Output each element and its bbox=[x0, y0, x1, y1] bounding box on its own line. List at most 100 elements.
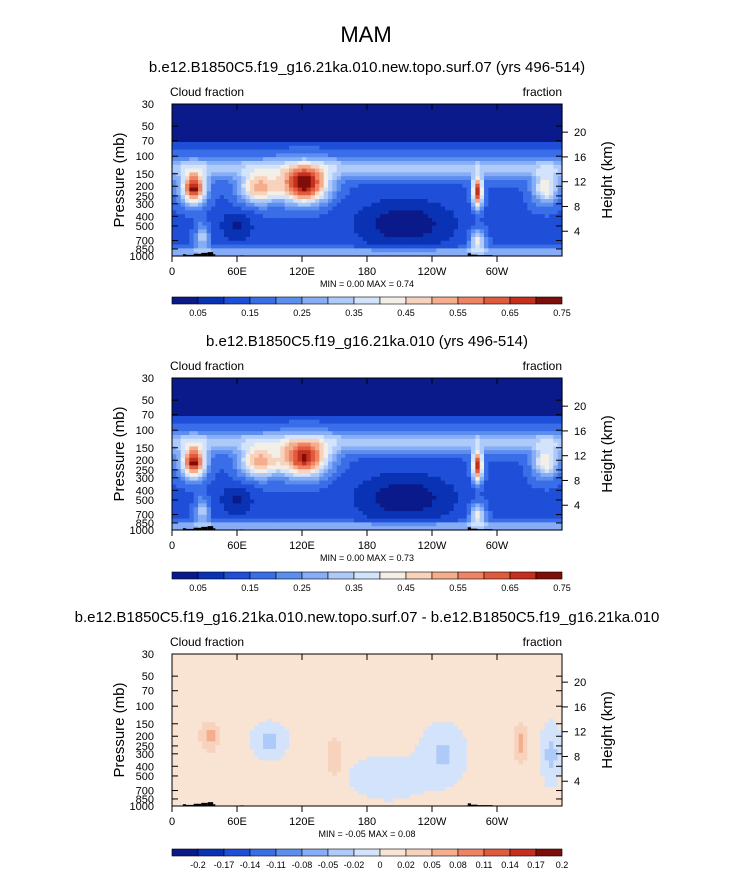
contour-cell bbox=[319, 427, 325, 432]
contour-cell bbox=[241, 145, 247, 151]
contour-cell bbox=[479, 381, 485, 387]
contour-cell bbox=[466, 145, 472, 151]
contour-cell bbox=[172, 244, 177, 249]
contour-cell bbox=[332, 134, 338, 139]
contour-cell bbox=[258, 206, 264, 211]
contour-cell bbox=[419, 404, 424, 409]
contour-cell bbox=[271, 164, 277, 170]
contour-cell bbox=[510, 404, 515, 409]
contour-cell bbox=[219, 404, 225, 409]
contour-cell bbox=[380, 126, 385, 132]
contour-cell bbox=[514, 419, 520, 425]
contour-cell bbox=[219, 107, 225, 113]
contour-cell bbox=[445, 157, 450, 162]
contour-cell bbox=[458, 419, 463, 425]
contour-cell bbox=[371, 176, 377, 181]
contour-cell bbox=[401, 126, 407, 132]
contour-cell bbox=[345, 187, 351, 192]
contour-cell bbox=[289, 244, 294, 249]
contour-cell bbox=[358, 233, 364, 238]
contour-cell bbox=[336, 187, 342, 192]
contour-cell bbox=[523, 240, 528, 246]
contour-cell bbox=[302, 168, 307, 173]
contour-cell bbox=[401, 427, 407, 432]
contour-cell bbox=[198, 393, 203, 398]
contour-cell bbox=[497, 416, 502, 421]
contour-cell bbox=[475, 408, 481, 413]
contour-cell bbox=[380, 145, 385, 151]
contour-cell bbox=[341, 138, 346, 143]
contour-cell bbox=[497, 229, 502, 234]
contour-cell bbox=[306, 233, 312, 238]
contour-cell bbox=[336, 423, 342, 428]
contour-cell bbox=[323, 199, 329, 204]
contour-cell bbox=[198, 237, 203, 242]
contour-cell bbox=[488, 416, 494, 421]
contour-cell bbox=[323, 138, 329, 143]
contour-cell bbox=[462, 423, 468, 428]
contour-cell bbox=[531, 145, 537, 151]
contour-cell bbox=[436, 126, 442, 132]
contour-cell bbox=[518, 416, 524, 421]
contour-cell bbox=[514, 168, 520, 173]
contour-cell bbox=[488, 183, 494, 189]
contour-cell bbox=[531, 385, 537, 390]
contour-cell bbox=[401, 210, 407, 215]
contour-cell bbox=[297, 195, 303, 200]
height-tick-label: 8 bbox=[574, 201, 580, 213]
contour-cell bbox=[189, 431, 195, 436]
contour-cell bbox=[258, 412, 264, 417]
contour-cell bbox=[484, 111, 489, 116]
contour-cell bbox=[354, 142, 359, 147]
contour-cell bbox=[440, 233, 446, 238]
contour-cell bbox=[384, 187, 390, 192]
contour-cell bbox=[436, 412, 442, 417]
contour-cell bbox=[215, 176, 221, 181]
contour-cell bbox=[219, 229, 225, 234]
contour-cell bbox=[427, 130, 433, 135]
contour-cell bbox=[315, 393, 320, 398]
contour-cell bbox=[549, 210, 554, 215]
contour-cell bbox=[466, 187, 472, 192]
contour-cell bbox=[185, 431, 190, 436]
contour-cell bbox=[310, 393, 316, 398]
contour-cell bbox=[297, 157, 303, 162]
contour-cell bbox=[198, 119, 203, 124]
contour-cell bbox=[453, 145, 459, 151]
contour-cell bbox=[557, 161, 563, 166]
contour-cell bbox=[462, 138, 468, 143]
contour-cell bbox=[505, 225, 511, 230]
contour-cell bbox=[219, 126, 225, 132]
contour-cell bbox=[527, 416, 533, 421]
contour-cell bbox=[345, 210, 351, 215]
contour-cell bbox=[471, 214, 476, 219]
contour-cell bbox=[453, 195, 459, 200]
contour-cell bbox=[280, 218, 286, 223]
contour-cell bbox=[336, 210, 342, 215]
contour-cell bbox=[471, 107, 476, 113]
contour-cell bbox=[445, 400, 450, 406]
contour-cell bbox=[328, 168, 333, 173]
contour-cell bbox=[557, 168, 563, 173]
contour-cell bbox=[384, 225, 390, 230]
contour-cell bbox=[423, 145, 429, 151]
contour-cell bbox=[479, 237, 485, 242]
contour-cell bbox=[206, 142, 212, 147]
contour-cell bbox=[492, 206, 498, 211]
contour-cell bbox=[345, 419, 351, 425]
contour-cell bbox=[267, 180, 273, 185]
contour-cell bbox=[193, 168, 199, 173]
contour-cell bbox=[536, 202, 541, 208]
contour-cell bbox=[401, 153, 407, 158]
contour-cell bbox=[319, 138, 325, 143]
contour-cell bbox=[176, 237, 182, 242]
panel-2: b.e12.B1850C5.f19_g16.21ka.010 (yrs 496-… bbox=[111, 333, 616, 593]
contour-cell bbox=[289, 214, 294, 219]
contour-cell bbox=[215, 168, 221, 173]
contour-cell bbox=[523, 419, 528, 425]
contour-cell bbox=[271, 123, 277, 128]
contour-cell bbox=[462, 210, 468, 215]
contour-cell bbox=[462, 218, 468, 223]
contour-cell bbox=[354, 183, 359, 189]
contour-cell bbox=[297, 397, 303, 402]
